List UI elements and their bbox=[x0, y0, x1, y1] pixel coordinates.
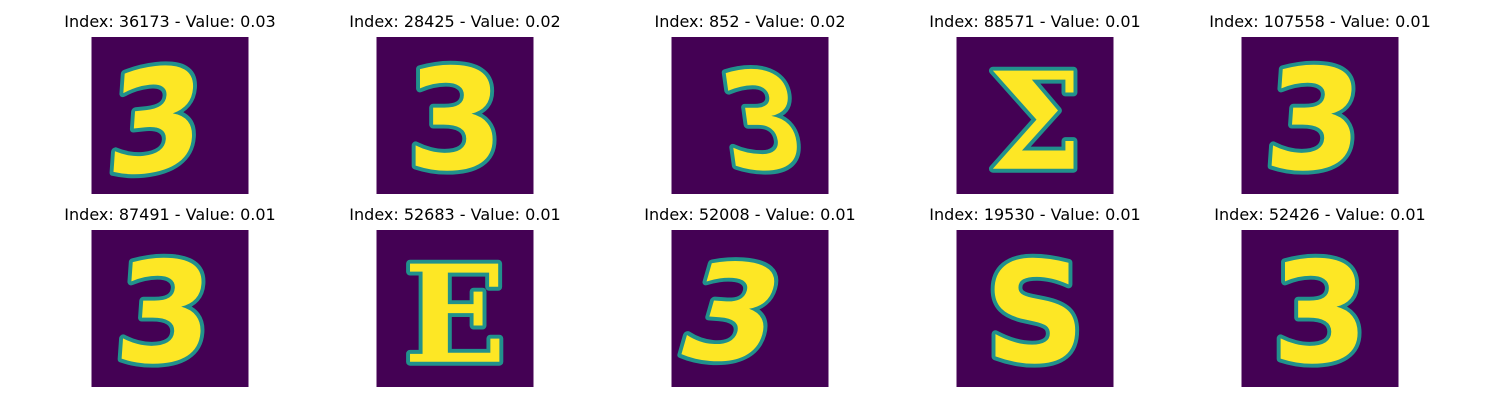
panel-title: Index: 87491 - Value: 0.01 bbox=[64, 205, 276, 224]
digit-background bbox=[956, 230, 1114, 387]
panel-title: Index: 107558 - Value: 0.01 bbox=[1209, 12, 1431, 31]
panel-title: Index: 36173 - Value: 0.03 bbox=[64, 12, 276, 31]
digit-glyph: 3 bbox=[110, 233, 219, 387]
digit-glyph-core: 3 bbox=[110, 233, 219, 387]
digit-glyph: E bbox=[404, 236, 507, 387]
digit-image: EE bbox=[376, 230, 534, 387]
digit-glyph: 3 bbox=[406, 40, 504, 194]
digit-glyph-core: 3 bbox=[406, 40, 504, 194]
digit-glyph-group: 33 bbox=[1256, 37, 1373, 194]
digit-glyph-core: 3 bbox=[1260, 40, 1369, 194]
digit-glyph-group: SS bbox=[981, 230, 1090, 387]
digit-background bbox=[376, 37, 534, 194]
digit-background bbox=[376, 230, 534, 387]
digit-background bbox=[91, 230, 249, 387]
digit-background bbox=[1241, 37, 1399, 194]
digit-glyph-core: S bbox=[985, 233, 1086, 387]
digit-glyph: 3 bbox=[102, 37, 211, 194]
panel-title: Index: 88571 - Value: 0.01 bbox=[929, 12, 1141, 31]
panel-title: Index: 52683 - Value: 0.01 bbox=[349, 205, 561, 224]
digit-glyph-group: 33 bbox=[106, 230, 223, 387]
digit-glyph-core: Σ bbox=[987, 43, 1082, 194]
digit-glyph-group: EE bbox=[400, 232, 510, 387]
digit-image: ΣΣ bbox=[956, 37, 1114, 194]
digit-background bbox=[91, 37, 249, 194]
panel-title: Index: 19530 - Value: 0.01 bbox=[929, 205, 1141, 224]
digit-glyph-core: E bbox=[404, 236, 507, 387]
digit-background bbox=[956, 37, 1114, 194]
digit-image: 33 bbox=[671, 37, 829, 194]
digit-glyph: Σ bbox=[987, 43, 1082, 194]
panel-title: Index: 52008 - Value: 0.01 bbox=[644, 205, 856, 224]
digit-background bbox=[671, 37, 829, 194]
digit-image: 33 bbox=[1241, 37, 1399, 194]
digit-glyph-group: 33 bbox=[1267, 230, 1372, 387]
panel-title: Index: 52426 - Value: 0.01 bbox=[1214, 205, 1426, 224]
digit-image: 33 bbox=[376, 37, 534, 194]
digit-glyph: 3 bbox=[1260, 40, 1369, 194]
digit-glyph: S bbox=[985, 233, 1086, 387]
digit-image: SS bbox=[956, 230, 1114, 387]
digit-glyph-group: 33 bbox=[98, 37, 214, 194]
digit-image: 33 bbox=[91, 230, 249, 387]
digit-glyph-core: 3 bbox=[1271, 233, 1369, 387]
digit-image: 33 bbox=[671, 230, 829, 387]
digit-image: 33 bbox=[1241, 230, 1399, 387]
digit-glyph: 3 bbox=[1271, 233, 1369, 387]
digit-glyph-core: 3 bbox=[102, 37, 211, 194]
digit-background bbox=[671, 230, 829, 387]
panel-title: Index: 852 - Value: 0.02 bbox=[654, 12, 846, 31]
digit-glyph-group: 33 bbox=[402, 37, 507, 194]
digit-glyph-group: ΣΣ bbox=[984, 39, 1087, 194]
digit-image: 33 bbox=[91, 37, 249, 194]
panel-title: Index: 28425 - Value: 0.02 bbox=[349, 12, 561, 31]
digit-background bbox=[1241, 230, 1399, 387]
